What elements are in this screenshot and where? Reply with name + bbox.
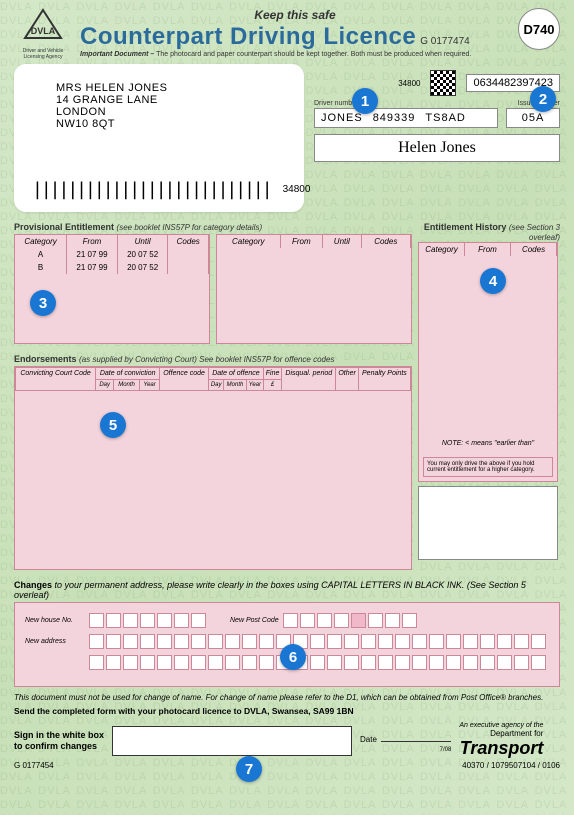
header-g-code: G 0177474 — [420, 36, 470, 47]
d740-badge: D740 — [518, 8, 560, 50]
provisional-table-right: Category From Until Codes — [216, 234, 412, 344]
subtitle: Important Document – The photocard and p… — [80, 51, 510, 58]
address-line-4: NW10 8QT — [56, 118, 290, 130]
address-line-1: MRS HELEN JONES — [56, 82, 290, 94]
annotation-marker-7: 7 — [236, 756, 262, 782]
new-address-cells-2[interactable] — [89, 655, 546, 670]
annotation-marker-6: 6 — [280, 644, 306, 670]
issue-number-box: 05A — [506, 108, 560, 128]
address-line-2: 14 GRANGE LANE — [56, 94, 290, 106]
keep-safe-text: Keep this safe — [80, 8, 510, 22]
address-card: MRS HELEN JONES 14 GRANGE LANE LONDON NW… — [14, 64, 304, 212]
sign-label: Sign in the white box to confirm changes — [14, 730, 104, 752]
new-postcode-cells[interactable] — [283, 613, 417, 628]
provisional-title: Provisional Entitlement (see booklet INS… — [14, 222, 412, 232]
date-label: Date — [360, 735, 377, 744]
address-line-3: LONDON — [56, 106, 290, 118]
new-postcode-label: New Post Code — [230, 617, 279, 624]
new-house-label: New house No. — [25, 617, 85, 624]
blank-white-box — [418, 486, 558, 560]
entitlement-history-title: Entitlement History (see Section 3 overl… — [418, 222, 560, 242]
annotation-marker-2: 2 — [530, 86, 556, 112]
qr-code-icon — [430, 70, 456, 96]
transport-logo: An executive agency of the Department fo… — [459, 722, 543, 759]
svg-text:DVLA: DVLA — [31, 26, 56, 36]
provisional-row: B 21 07 99 20 07 52 — [15, 261, 209, 274]
entitlement-disclaimer: You may only drive the above if you hold… — [423, 457, 553, 477]
annotation-marker-4: 4 — [480, 268, 506, 294]
date-small: 7/08 — [360, 747, 451, 753]
endorsements-title: Endorsements (as supplied by Convicting … — [14, 354, 412, 364]
annotation-marker-3: 3 — [30, 290, 56, 316]
signature-input-box[interactable] — [112, 726, 352, 756]
driver-number-label: Driver number — [314, 100, 508, 107]
qr-number: 34800 — [398, 79, 420, 88]
annotation-marker-5: 5 — [100, 412, 126, 438]
new-house-cells[interactable] — [89, 613, 206, 628]
bottom-right-code: 40370 / 1079507104 / 0106 — [462, 761, 560, 770]
footer-note-1: This document must not be used for chang… — [14, 693, 560, 702]
driver-number-box: JONES 849339 TS8AD — [314, 108, 498, 128]
barcode-icon: ||||||||||||||||||||||||||| — [32, 179, 271, 200]
footer-note-2: Send the completed form with your photoc… — [14, 706, 560, 716]
changes-title: Changes to your permanent address, pleas… — [14, 580, 560, 600]
dvla-logo: DVLA Driver and VehicleLicensing Agency — [14, 8, 72, 60]
bottom-g-code: G 0177454 — [14, 761, 54, 770]
endorsements-table: Convicting Court Code Date of conviction… — [14, 366, 412, 570]
new-address-cells-1[interactable] — [89, 634, 546, 649]
logo-agency-text: Driver and VehicleLicensing Agency — [14, 48, 72, 60]
entitlement-note: NOTE: < means "earlier than" — [423, 440, 553, 447]
provisional-table-left: Category From Until Codes A 21 07 99 20 … — [14, 234, 210, 344]
annotation-marker-1: 1 — [352, 88, 378, 114]
provisional-row: A 21 07 99 20 07 52 — [15, 248, 209, 261]
main-title: Counterpart Driving Licence — [80, 23, 416, 51]
signature-box: Helen Jones — [314, 134, 560, 162]
new-address-label: New address — [25, 638, 85, 645]
barcode-number: 34800 — [283, 184, 311, 195]
date-input-line[interactable] — [381, 741, 451, 742]
